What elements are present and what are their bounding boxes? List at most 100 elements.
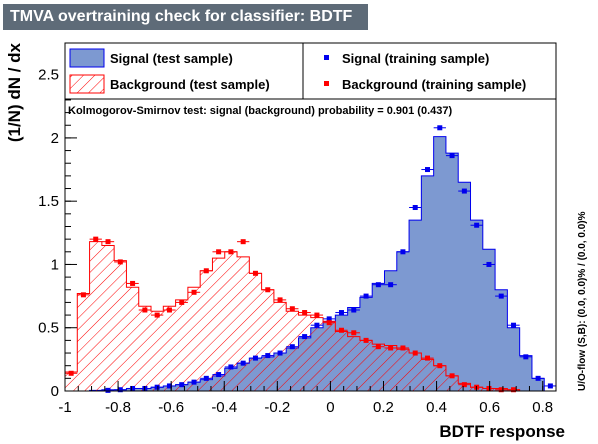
signal-training-point [126,385,139,391]
signal-training-point [544,383,557,389]
y-axis-label: (1/N) dN / dx [5,42,24,142]
background-training-points [65,236,520,393]
background-test-histogram-path [64,241,557,392]
background-training-point [212,249,225,255]
background-training-point [126,280,139,286]
x-tick-label: -0.6 [158,399,184,416]
signal-training-point [470,222,483,228]
x-tick-label: 0.4 [426,399,447,416]
signal-training-point [409,205,422,211]
background-training-point [421,355,434,361]
x-tick-label: -1 [58,399,71,416]
background-training-point [249,270,262,276]
y-tick-label: 1 [51,256,59,273]
background-training-point [347,330,360,336]
signal-training-points [101,125,557,393]
chart-title: TMVA overtraining check for classifier: … [3,4,368,30]
background-training-point [445,373,459,379]
signal-training-point [200,375,213,381]
background-training-point [323,320,336,326]
signal-training-point [384,282,397,288]
legend-signal-test-swatch [69,48,105,68]
background-training-point [273,297,287,303]
legend-frame [64,42,557,100]
signal-training-point [495,293,508,299]
signal-training-point [482,261,496,267]
background-training-point [101,239,115,245]
signal-training-point [151,384,164,390]
background-training-point [77,292,90,298]
x-axis-label: BDTF response [439,422,565,441]
x-tick-label: -0.8 [105,399,131,416]
signal-training-point [396,249,410,255]
signal-training-point [187,379,201,385]
signal-training-point [445,153,459,159]
signal-training-point [261,353,274,359]
y-tick-label: 0.5 [38,320,59,337]
signal-training-point [237,360,250,366]
background-training-point [384,345,397,351]
signal-training-point [249,355,262,361]
signal-training-point [212,372,225,378]
background-training-point [286,306,299,312]
y-tick-label: 1.5 [38,193,59,210]
signal-training-point [224,364,238,370]
background-training-point [138,307,152,313]
y-tick-label: 2.5 [38,67,59,84]
y-axis: 0 0.5 1 1.5 2 2.5 [38,48,77,400]
background-test-histogram [64,241,557,392]
background-training-point [433,363,446,369]
x-tick-label: -0.2 [264,399,290,416]
signal-training-point [273,350,287,356]
legend-signal-training-marker [324,55,329,60]
legend-signal-test-label: Signal (test sample) [110,51,233,66]
legend-background-test-label: Background (test sample) [110,77,270,92]
signal-training-point [421,167,434,173]
background-training-point [65,370,78,376]
y-tick-label: 2 [51,130,59,147]
x-tick-label: 0.6 [479,399,500,416]
x-tick-label: 0.8 [532,399,553,416]
background-training-point [163,307,176,313]
ks-test-annotation: Kolmogorov-Smirnov test: signal (backgro… [68,105,452,117]
x-tick-label: 0.2 [373,399,394,416]
background-training-point [409,350,422,356]
signal-training-point [458,188,471,194]
signal-training-point [531,375,545,381]
background-training-point [298,310,311,316]
background-training-point [175,299,188,305]
signal-training-point [347,307,360,313]
legend-background-training-label: Background (training sample) [342,77,526,92]
signal-training-point [101,387,115,393]
signal-training-point [372,282,385,288]
signal-training-point [163,383,176,389]
background-training-point [372,344,385,350]
signal-training-point [286,344,299,350]
legend-signal-training-label: Signal (training sample) [342,51,489,66]
signal-training-point [298,334,311,340]
x-tick-label: -0.4 [211,399,237,416]
background-training-point [89,236,102,242]
overflow-label: U/O-flow (S,B): (0.0, 0.0)% / (0.0, 0.0)… [577,211,588,391]
background-training-point [310,312,324,318]
x-axis: -1 -0.8 -0.6 -0.4 -0.2 0 0.2 0.4 0.6 0.8 [58,381,557,416]
background-training-point [458,382,471,388]
signal-training-point [359,293,373,299]
signal-training-point [335,310,348,316]
legend-background-training-marker [324,81,329,86]
background-training-point [237,239,250,245]
signal-training-point [175,382,188,388]
background-training-point [335,327,348,333]
signal-training-point [519,354,532,360]
y-tick-label: 0 [51,383,59,400]
background-training-point [224,249,238,255]
legend: Signal (test sample) Background (test sa… [64,42,557,100]
background-training-point [151,312,164,318]
signal-training-point [433,125,446,131]
background-training-point [187,289,201,295]
background-training-point [200,268,213,274]
signal-training-point [310,322,324,328]
background-training-point [261,287,274,293]
legend-background-test-swatch [69,74,105,94]
